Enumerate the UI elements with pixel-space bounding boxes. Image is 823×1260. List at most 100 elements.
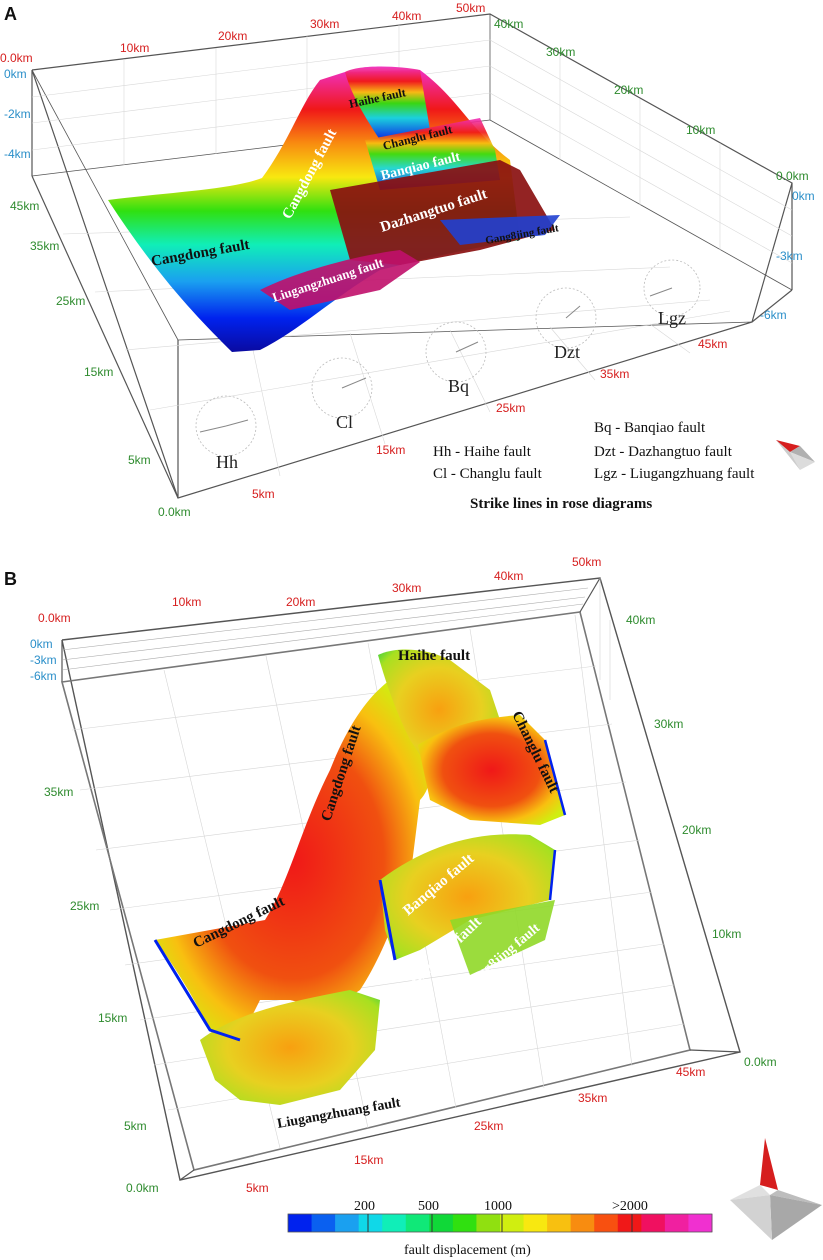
a-ztick-right-2: -6km: [760, 308, 787, 322]
colorbar: 200 500 1000 >2000 fault displacement (m…: [287, 1199, 713, 1258]
a-ytick-left-1: 35km: [30, 239, 59, 253]
colorbar-swatch: [288, 1214, 313, 1232]
b-xtick-top-3: 30km: [392, 581, 421, 595]
a-ytick-right-0: 40km: [494, 17, 523, 31]
colorbar-swatch: [311, 1214, 336, 1232]
a-ztick-left-0: 0km: [4, 67, 27, 81]
rose-dzt-strike: [565, 305, 581, 319]
b-ytick-right-4: 0.0km: [744, 1055, 777, 1069]
b-label-haihe: Haihe fault: [398, 648, 470, 664]
a-ytick-right-4: 0.0km: [776, 169, 809, 183]
a-ytick-right-3: 10km: [686, 123, 715, 137]
banqiao-dazhangtuo-surface-b: [380, 834, 555, 960]
colorbar-swatch: [476, 1214, 501, 1232]
rose-bq-strike: [455, 341, 479, 353]
a-ytick-right-2: 20km: [614, 83, 643, 97]
panel-a-box: [31, 13, 793, 499]
panel-a-label: A: [4, 4, 17, 24]
b-xtick-top-5: 50km: [572, 555, 601, 569]
a-ytick-left-5: 0.0km: [158, 505, 191, 519]
colorbar-tick-2000: >2000: [612, 1199, 648, 1214]
a-ytick-left-4: 5km: [128, 453, 151, 467]
a-xtick-bottom-2: 25km: [496, 401, 525, 415]
a-xtick-bottom-4: 45km: [698, 337, 727, 351]
rose-label-lgz: Lgz: [658, 308, 686, 328]
haihe-fault-surface: [345, 66, 430, 140]
b-xtick-bottom-0: 5km: [246, 1181, 269, 1195]
rose-cl: [311, 357, 373, 419]
a-ztick-right-1: -3km: [776, 249, 803, 263]
b-xtick-top-2: 20km: [286, 595, 315, 609]
a-xtick-top-5: 50km: [456, 1, 485, 15]
rose-hh: [195, 395, 257, 457]
a-xtick-bottom-0: 5km: [252, 487, 275, 501]
panel-b-label: B: [4, 569, 17, 589]
colorbar-swatch: [523, 1214, 548, 1232]
colorbar-swatch: [335, 1214, 360, 1232]
rose-label-bq: Bq: [448, 376, 469, 396]
colorbar-tick-1000: 1000: [484, 1199, 512, 1214]
rose-cl-strike: [341, 377, 367, 389]
colorbar-swatch: [641, 1214, 666, 1232]
a-xtick-top-3: 30km: [310, 17, 339, 31]
a-ytick-left-0: 45km: [10, 199, 39, 213]
colorbar-swatch: [500, 1214, 525, 1232]
b-ztick-2: -6km: [30, 669, 57, 683]
b-xtick-top-4: 40km: [494, 569, 523, 583]
b-xtick-top-0: 0.0km: [38, 611, 71, 625]
colorbar-swatch: [570, 1214, 595, 1232]
rose-hh-strike2: [225, 419, 249, 427]
colorbar-title: fault displacement (m): [404, 1243, 531, 1258]
b-ytick-right-3: 10km: [712, 927, 741, 941]
b-ytick-left-1: 25km: [70, 899, 99, 913]
rose-label-cl: Cl: [336, 412, 353, 432]
colorbar-swatch: [429, 1214, 454, 1232]
rose-bq: [425, 321, 487, 383]
changlu-fault-surface-b: [418, 715, 565, 825]
colorbar-swatch: [547, 1214, 572, 1232]
b-xtick-bottom-1: 15km: [354, 1153, 383, 1167]
compass-a-icon: [776, 440, 815, 470]
b-ytick-left-3: 5km: [124, 1119, 147, 1133]
panel-a-fault-surfaces: [108, 66, 560, 352]
a-ztick-right-0: 0km: [792, 189, 815, 203]
legend-dzt: Dzt - Dazhangtuo fault: [594, 444, 733, 460]
a-ztick-left-2: -4km: [4, 147, 31, 161]
rose-label-hh: Hh: [216, 452, 238, 472]
a-ytick-right-1: 30km: [546, 45, 575, 59]
colorbar-tick-500: 500: [418, 1199, 439, 1214]
rose-lgz-strike: [649, 287, 673, 297]
cangdong-fault-surface-b: [155, 680, 431, 1040]
colorbar-swatch: [688, 1214, 713, 1232]
liugangzhuang-fault-surface-b: [200, 990, 380, 1105]
b-xtick-bottom-2: 25km: [474, 1119, 503, 1133]
a-ztick-left-1: -2km: [4, 107, 31, 121]
colorbar-swatch: [664, 1214, 689, 1232]
a-ytick-left-3: 15km: [84, 365, 113, 379]
rose-diagrams: [195, 259, 701, 457]
gang8jing-fault-surface-b: [450, 900, 555, 975]
rose-dzt: [535, 287, 597, 349]
b-ytick-right-2: 20km: [682, 823, 711, 837]
colorbar-swatches: [288, 1214, 713, 1232]
a-xtick-top-4: 40km: [392, 9, 421, 23]
colorbar-swatch: [405, 1214, 430, 1232]
b-xtick-bottom-3: 35km: [578, 1091, 607, 1105]
b-ytick-right-0: 40km: [626, 613, 655, 627]
panel-b-box: [60, 577, 741, 1181]
colorbar-swatch: [617, 1214, 642, 1232]
liugangzhuang-fault-surface: [260, 250, 420, 310]
panel-b-fault-surfaces: [153, 649, 567, 1105]
a-xtick-top-2: 20km: [218, 29, 247, 43]
legend-lgz: Lgz - Liugangzhuang fault: [594, 466, 755, 482]
b-ztick-1: -3km: [30, 653, 57, 667]
b-ztick-0: 0km: [30, 637, 53, 651]
b-ytick-right-1: 30km: [654, 717, 683, 731]
legend-title: Strike lines in rose diagrams: [470, 496, 652, 512]
gang8jing-fault-surface: [440, 215, 560, 245]
colorbar-swatch: [358, 1214, 383, 1232]
a-xtick-top-0: 0.0km: [0, 51, 33, 65]
panel-b: B: [4, 555, 822, 1258]
rose-label-dzt: Dzt: [554, 342, 580, 362]
